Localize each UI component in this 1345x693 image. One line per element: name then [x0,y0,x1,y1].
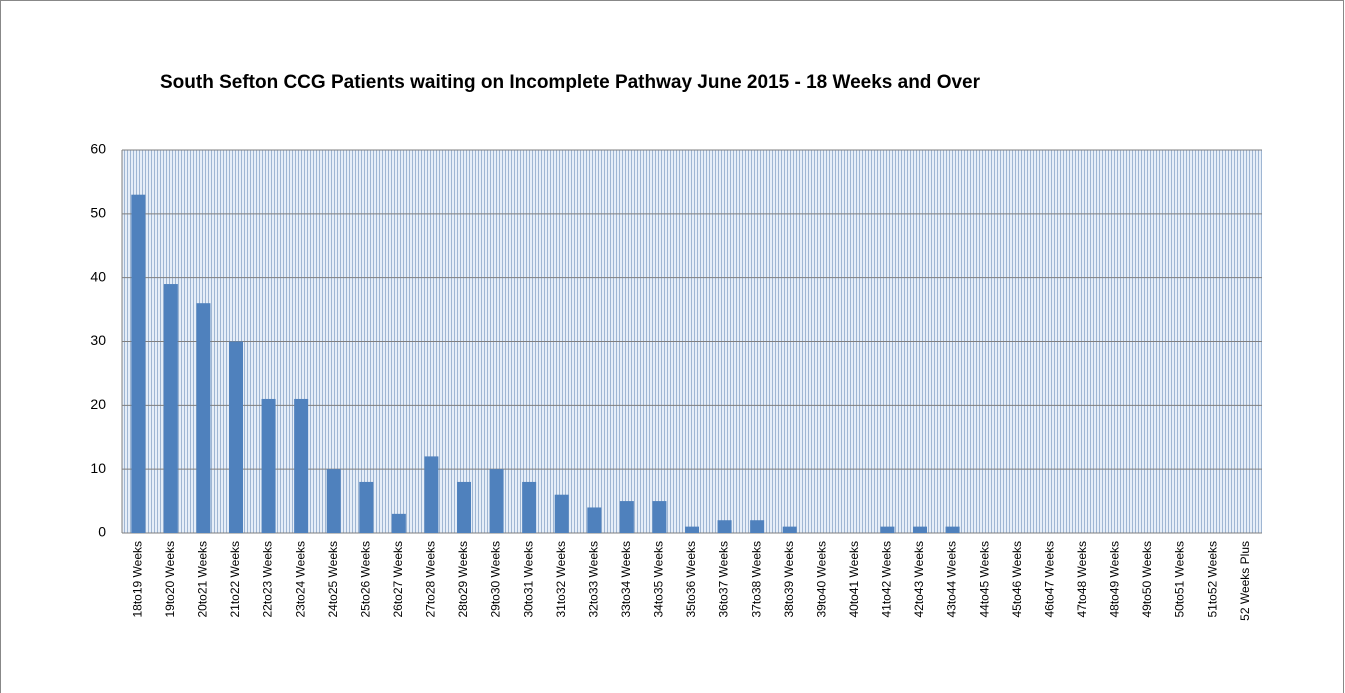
x-tick-label: 18to19 Weeks [130,541,144,618]
y-tick-label: 20 [90,396,106,412]
bar [359,481,374,533]
bar [717,520,732,533]
y-tick-label: 0 [98,524,106,540]
x-tick-label: 37to38 Weeks [749,541,763,618]
bar [619,501,634,533]
bar [326,469,341,533]
x-tick-label: 38to39 Weeks [782,541,796,618]
x-tick-label: 39to40 Weeks [814,541,828,618]
x-tick-label: 34to35 Weeks [652,541,666,618]
x-tick-label: 32to33 Weeks [586,541,600,618]
x-tick-label: 27to28 Weeks [424,541,438,618]
x-tick-label: 41to42 Weeks [880,541,894,618]
x-tick-label: 31to32 Weeks [554,541,568,618]
bar [424,456,439,533]
y-tick-label: 10 [90,460,106,476]
x-tick-label: 52 Weeks Plus [1238,541,1252,621]
x-tick-label: 19to20 Weeks [163,541,177,618]
bar [196,303,211,533]
y-tick-label: 50 [90,205,106,221]
x-tick-label: 40to41 Weeks [847,541,861,618]
x-tick-label: 21to22 Weeks [228,541,242,618]
x-tick-label: 30to31 Weeks [521,541,535,618]
bar [261,398,276,533]
y-tick-label: 30 [90,332,106,348]
x-tick-label: 22to23 Weeks [261,541,275,618]
y-tick-label: 60 [90,141,106,157]
bar [750,520,765,533]
chart-title: South Sefton CCG Patients waiting on Inc… [160,72,981,93]
x-tick-label: 43to44 Weeks [945,541,959,618]
x-tick-label: 33to34 Weeks [619,541,633,618]
x-tick-label: 26to27 Weeks [391,541,405,618]
x-tick-label: 28to29 Weeks [456,541,470,618]
x-tick-label: 36to37 Weeks [717,541,731,618]
bar [163,284,178,533]
bar [229,341,243,533]
bar [880,526,895,533]
bar [652,501,667,533]
y-tick-label: 40 [90,268,106,284]
x-tick-label: 51to52 Weeks [1205,541,1219,618]
x-tick-label: 20to21 Weeks [196,541,210,618]
x-tick-label: 42to43 Weeks [912,541,926,618]
x-tick-label: 46to47 Weeks [1042,541,1056,618]
x-tick-label: 47to48 Weeks [1075,541,1089,618]
bar [131,194,146,533]
bar [587,507,602,533]
x-tick-label: 49to50 Weeks [1140,541,1154,618]
x-tick-label: 24to25 Weeks [326,541,340,618]
bar [294,398,309,533]
bar [913,526,927,533]
x-tick-label: 29to30 Weeks [489,541,503,618]
x-tick-label: 48to49 Weeks [1108,541,1122,618]
x-tick-label: 25to26 Weeks [358,541,372,618]
bar [489,469,504,533]
x-tick-label: 23to24 Weeks [293,541,307,618]
x-tick-label: 35to36 Weeks [684,541,698,618]
bar [685,526,699,533]
bar [457,481,471,533]
x-tick-label: 50to51 Weeks [1173,541,1187,618]
bar [391,513,406,533]
bar [554,494,569,533]
x-tick-label: 45to46 Weeks [1010,541,1024,618]
bar [945,526,960,533]
bar [522,481,537,533]
x-tick-label: 44to45 Weeks [977,541,991,618]
bar [782,526,797,533]
